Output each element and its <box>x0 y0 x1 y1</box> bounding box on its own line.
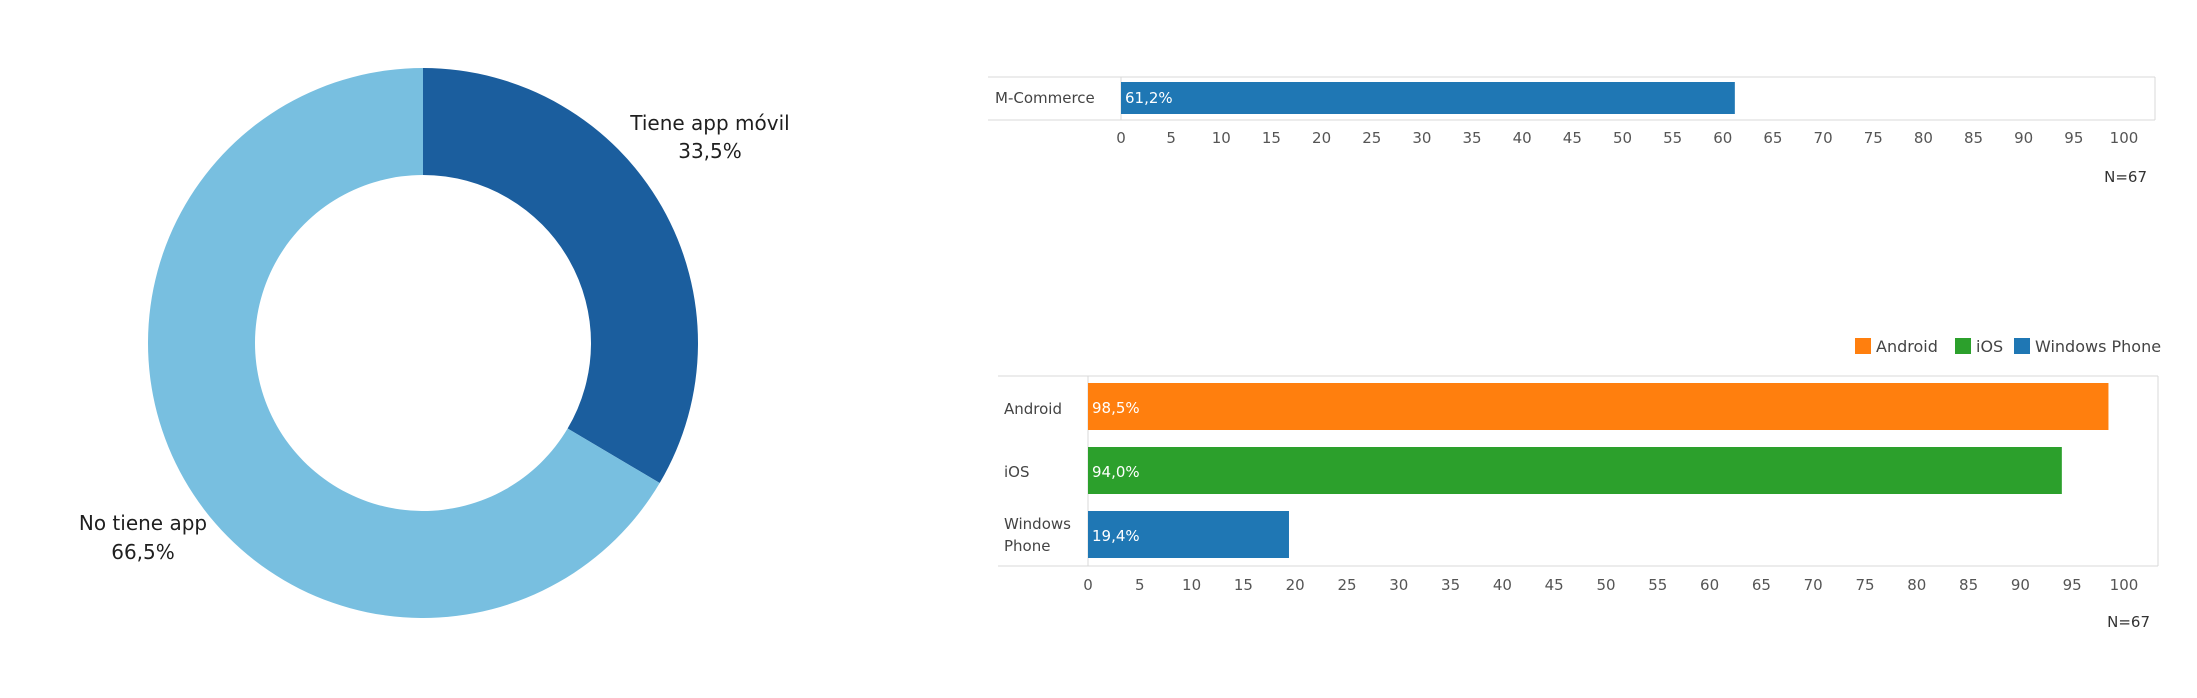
pie-label-no-tiene-app: No tiene app <box>79 511 207 535</box>
x-tick-label: 70 <box>1804 576 1823 594</box>
pie-slice-tiene-app <box>423 68 698 483</box>
x-tick-label: 80 <box>1914 129 1933 147</box>
x-tick-label: 95 <box>2064 129 2083 147</box>
x-tick-label: 85 <box>1964 129 1983 147</box>
legend-label-ios: iOS <box>1976 337 2003 356</box>
x-tick-label: 10 <box>1212 129 1231 147</box>
x-tick-label: 25 <box>1362 129 1381 147</box>
bar-ios <box>1088 447 2062 494</box>
x-tick-label: 100 <box>2110 576 2139 594</box>
x-tick-label: 40 <box>1513 129 1532 147</box>
legend-swatch-ios <box>1955 338 1971 354</box>
x-tick-label: 100 <box>2110 129 2139 147</box>
x-tick-label: 50 <box>1613 129 1632 147</box>
pie-value-no-tiene-app: 66,5% <box>111 540 175 564</box>
x-tick-label: 55 <box>1663 129 1682 147</box>
x-tick-label: 70 <box>1814 129 1833 147</box>
legend-label-android: Android <box>1876 337 1938 356</box>
category-label-mcommerce: M-Commerce <box>995 89 1095 107</box>
legend-label-windows-phone: Windows Phone <box>2035 337 2161 356</box>
x-tick-label: 60 <box>1713 129 1732 147</box>
x-tick-label: 10 <box>1182 576 1201 594</box>
x-tick-label: 30 <box>1412 129 1431 147</box>
bar-mcommerce <box>1121 82 1735 114</box>
x-tick-label: 55 <box>1648 576 1667 594</box>
x-tick-label: 95 <box>2063 576 2082 594</box>
x-tick-label: 20 <box>1312 129 1331 147</box>
bar-android <box>1088 383 2109 430</box>
x-tick-label: 35 <box>1463 129 1482 147</box>
pie-label-tiene-app: Tiene app móvil <box>629 111 789 135</box>
data-label-mcommerce: 61,2% <box>1125 89 1173 107</box>
x-tick-label: 5 <box>1135 576 1145 594</box>
x-tick-label: 5 <box>1166 129 1176 147</box>
pie-slice-no-tiene-app <box>147 68 660 618</box>
x-tick-label: 80 <box>1907 576 1926 594</box>
mcommerce-bar-chart: M-Commerce 61,2% 0 5 10 15 20 25 30 35 40 45 50 55 6… <box>988 76 2156 186</box>
category-label-phone: Phone <box>1004 537 1050 555</box>
category-label-windows: Windows <box>1004 515 1071 533</box>
x-axis-ticks: 0 5 10 15 20 25 30 35 40 45 50 55 60 65 70 75 80 85 90 95 10… <box>1116 129 2138 147</box>
x-tick-label: 20 <box>1286 576 1305 594</box>
bar-windows-phone <box>1088 511 1289 558</box>
x-tick-label: 85 <box>1959 576 1978 594</box>
category-label-android: Android <box>1004 400 1062 418</box>
x-tick-label: 15 <box>1262 129 1281 147</box>
x-tick-label: 35 <box>1441 576 1460 594</box>
x-tick-label: 90 <box>2014 129 2033 147</box>
data-label-windows-phone: 19,4% <box>1092 527 1140 545</box>
platform-bar-chart: Android iOS Windows Phone Android iOS Wi… <box>998 337 2161 631</box>
x-tick-label: 30 <box>1389 576 1408 594</box>
pie-value-tiene-app: 33,5% <box>678 139 742 163</box>
x-tick-label: 50 <box>1596 576 1615 594</box>
x-tick-label: 75 <box>1864 129 1883 147</box>
sample-size-note: N=67 <box>2107 613 2150 631</box>
category-label-ios: iOS <box>1004 463 1030 481</box>
x-tick-label: 0 <box>1083 576 1093 594</box>
x-tick-label: 65 <box>1752 576 1771 594</box>
sample-size-note: N=67 <box>2104 168 2147 186</box>
data-label-ios: 94,0% <box>1092 463 1140 481</box>
x-tick-label: 45 <box>1563 129 1582 147</box>
x-tick-label: 90 <box>2011 576 2030 594</box>
x-tick-label: 15 <box>1234 576 1253 594</box>
x-tick-label: 25 <box>1337 576 1356 594</box>
x-tick-label: 60 <box>1700 576 1719 594</box>
donut-chart: Tiene app móvil 33,5% No tiene app 66,5% <box>79 68 790 618</box>
x-axis-ticks: 0 5 10 15 20 25 30 35 40 45 50 55 60 65 70 75 80 85 90 95 10… <box>1083 576 2138 594</box>
legend: Android iOS Windows Phone <box>1855 337 2161 356</box>
x-tick-label: 75 <box>1855 576 1874 594</box>
x-tick-label: 40 <box>1493 576 1512 594</box>
x-tick-label: 65 <box>1763 129 1782 147</box>
legend-swatch-windows-phone <box>2014 338 2030 354</box>
legend-swatch-android <box>1855 338 1871 354</box>
x-tick-label: 45 <box>1545 576 1564 594</box>
data-label-android: 98,5% <box>1092 399 1140 417</box>
x-tick-label: 0 <box>1116 129 1126 147</box>
